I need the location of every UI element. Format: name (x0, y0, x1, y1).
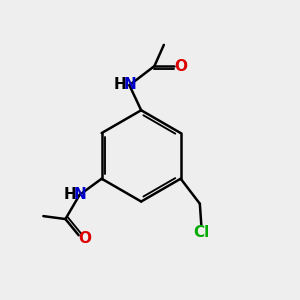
Text: Cl: Cl (193, 225, 209, 240)
Text: N: N (74, 187, 86, 202)
Text: O: O (78, 231, 91, 246)
Text: H: H (64, 187, 76, 202)
Text: H: H (113, 77, 126, 92)
Text: N: N (124, 77, 136, 92)
Text: O: O (174, 59, 188, 74)
